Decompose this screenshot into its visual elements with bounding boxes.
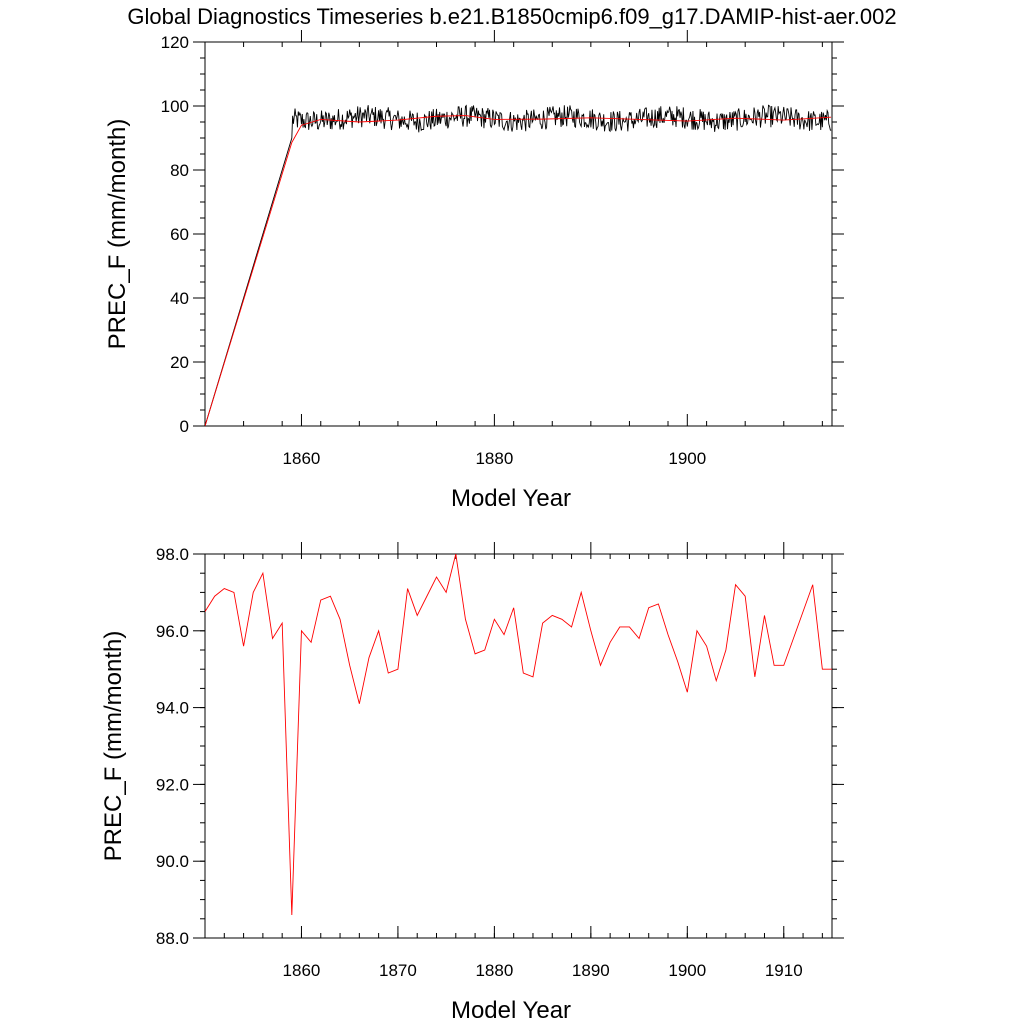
bottom-x-tick-label: 1910 xyxy=(765,961,803,980)
bottom-x-tick-label: 1900 xyxy=(668,961,706,980)
bottom-panel: 1860 1870 1880 1890 1900 1910 88.0 90.0 92.0 94.0… xyxy=(100,542,844,1024)
top-y-tick-label: 100 xyxy=(161,97,189,116)
bottom-x-axis-label: Model Year xyxy=(451,997,571,1024)
bottom-annual-series-line xyxy=(205,554,832,915)
top-panel: 1860 1880 1900 0 20 40 60 80 100 120 Model Year P… xyxy=(104,30,844,512)
bottom-y-tick-label: 88.0 xyxy=(156,929,189,948)
figure-title: Global Diagnostics Timeseries b.e21.B185… xyxy=(127,4,896,29)
bottom-y-tick-label: 90.0 xyxy=(156,852,189,871)
bottom-axis-ticks: 1860 1870 1880 1890 1900 1910 88.0 90.0 92.0 94.0… xyxy=(156,542,844,980)
bottom-y-tick-label: 94.0 xyxy=(156,699,189,718)
bottom-y-axis-label: PREC_F (mm/month) xyxy=(100,631,127,862)
top-y-tick-label: 0 xyxy=(180,417,189,436)
bottom-y-tick-label: 96.0 xyxy=(156,622,189,641)
bottom-x-tick-label: 1880 xyxy=(475,961,513,980)
top-x-tick-label: 1860 xyxy=(283,449,321,468)
bottom-series-group xyxy=(205,554,832,915)
top-y-tick-label: 40 xyxy=(170,289,189,308)
top-y-tick-label: 60 xyxy=(170,225,189,244)
top-y-tick-label: 20 xyxy=(170,353,189,372)
top-y-tick-label: 120 xyxy=(161,33,189,52)
top-axis-ticks: 1860 1880 1900 0 20 40 60 80 100 120 xyxy=(161,30,844,468)
top-x-axis-label: Model Year xyxy=(451,485,571,512)
top-y-tick-label: 80 xyxy=(170,161,189,180)
top-series-group xyxy=(205,104,832,426)
bottom-x-tick-label: 1890 xyxy=(572,961,610,980)
bottom-y-tick-label: 92.0 xyxy=(156,775,189,794)
bottom-y-tick-label: 98.0 xyxy=(156,545,189,564)
bottom-x-tick-label: 1860 xyxy=(283,961,321,980)
top-annual-series-line xyxy=(205,115,832,426)
top-x-tick-label: 1880 xyxy=(475,449,513,468)
top-plot-frame xyxy=(204,41,833,427)
bottom-plot-frame xyxy=(204,553,833,939)
top-x-tick-label: 1900 xyxy=(668,449,706,468)
top-monthly-series-line xyxy=(205,104,832,426)
top-y-axis-label: PREC_F (mm/month) xyxy=(104,119,131,350)
bottom-x-tick-label: 1870 xyxy=(379,961,417,980)
